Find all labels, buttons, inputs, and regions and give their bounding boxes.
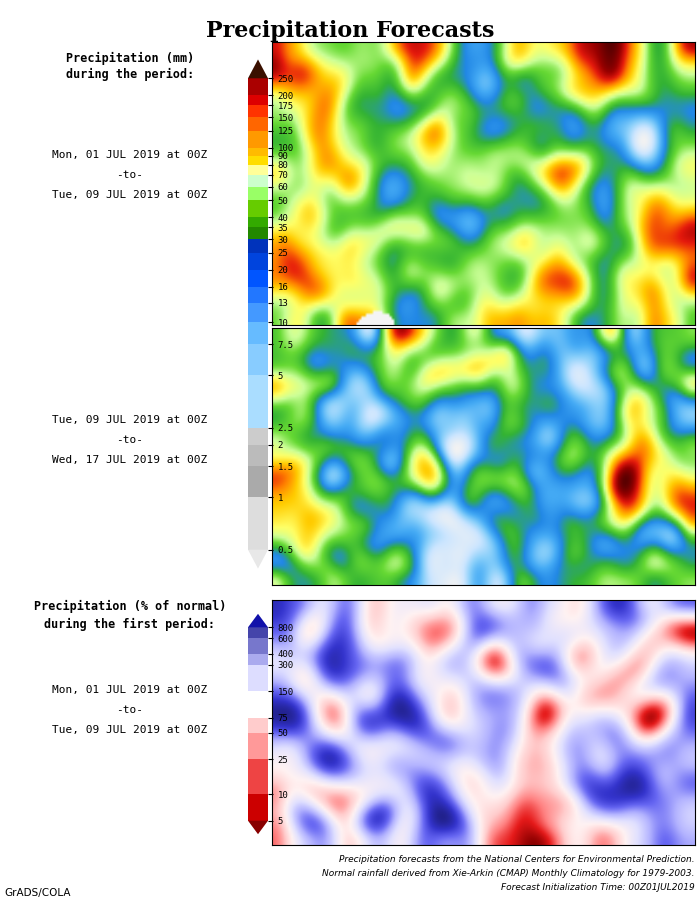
Bar (248, 444, 268, 466)
Bar (248, 302, 268, 322)
Bar (248, 165, 268, 175)
Text: -to-: -to- (116, 705, 144, 715)
Bar (248, 217, 268, 227)
Bar (248, 227, 268, 239)
Text: Precipitation forecasts from the National Centers for Environmental Prediction.: Precipitation forecasts from the Nationa… (340, 855, 695, 864)
Bar (248, 253, 268, 270)
Text: Normal rainfall derived from Xie-Arkin (CMAP) Monthly Climatology for 1979-2003.: Normal rainfall derived from Xie-Arkin (… (323, 869, 695, 878)
Bar (248, 718, 268, 733)
Text: during the first period:: during the first period: (45, 618, 216, 631)
Bar (248, 175, 268, 186)
Bar (248, 105, 268, 117)
Polygon shape (248, 821, 268, 834)
Text: Wed, 17 JUL 2019 at 00Z: Wed, 17 JUL 2019 at 00Z (52, 455, 208, 465)
Bar (248, 239, 268, 253)
Bar (248, 428, 268, 444)
Bar (248, 186, 268, 200)
Bar (248, 131, 268, 148)
Text: Tue, 09 JUL 2019 at 00Z: Tue, 09 JUL 2019 at 00Z (52, 415, 208, 425)
Text: Mon, 01 JUL 2019 at 00Z: Mon, 01 JUL 2019 at 00Z (52, 685, 208, 695)
Bar (248, 691, 268, 718)
Bar (248, 344, 268, 375)
Bar (248, 200, 268, 217)
Text: Tue, 09 JUL 2019 at 00Z: Tue, 09 JUL 2019 at 00Z (52, 190, 208, 200)
Text: Precipitation Forecasts: Precipitation Forecasts (206, 20, 494, 42)
Bar (248, 664, 268, 691)
Polygon shape (248, 60, 268, 79)
Bar (248, 795, 268, 821)
Bar (248, 638, 268, 653)
Bar (248, 287, 268, 302)
Bar (248, 375, 268, 428)
Bar (248, 79, 268, 95)
Bar (248, 653, 268, 664)
Text: Precipitation (mm): Precipitation (mm) (66, 52, 194, 65)
Text: GrADS/COLA: GrADS/COLA (4, 888, 71, 898)
Bar (248, 627, 268, 638)
Bar (248, 117, 268, 131)
Text: during the period:: during the period: (66, 68, 194, 81)
Text: Tue, 09 JUL 2019 at 00Z: Tue, 09 JUL 2019 at 00Z (52, 725, 208, 735)
Text: -to-: -to- (116, 170, 144, 180)
Text: Forecast Initialization Time: 00Z01JUL2019: Forecast Initialization Time: 00Z01JUL20… (501, 883, 695, 892)
Bar (248, 95, 268, 105)
Bar (248, 759, 268, 795)
Text: Mon, 01 JUL 2019 at 00Z: Mon, 01 JUL 2019 at 00Z (52, 150, 208, 160)
Bar (248, 148, 268, 156)
Bar (248, 497, 268, 549)
Bar (248, 156, 268, 165)
Bar (248, 270, 268, 287)
Text: Precipitation (% of normal): Precipitation (% of normal) (34, 600, 226, 613)
Polygon shape (248, 614, 268, 627)
Polygon shape (248, 549, 268, 568)
Bar (248, 466, 268, 497)
Bar (248, 733, 268, 759)
Text: -to-: -to- (116, 435, 144, 445)
Bar (248, 322, 268, 344)
